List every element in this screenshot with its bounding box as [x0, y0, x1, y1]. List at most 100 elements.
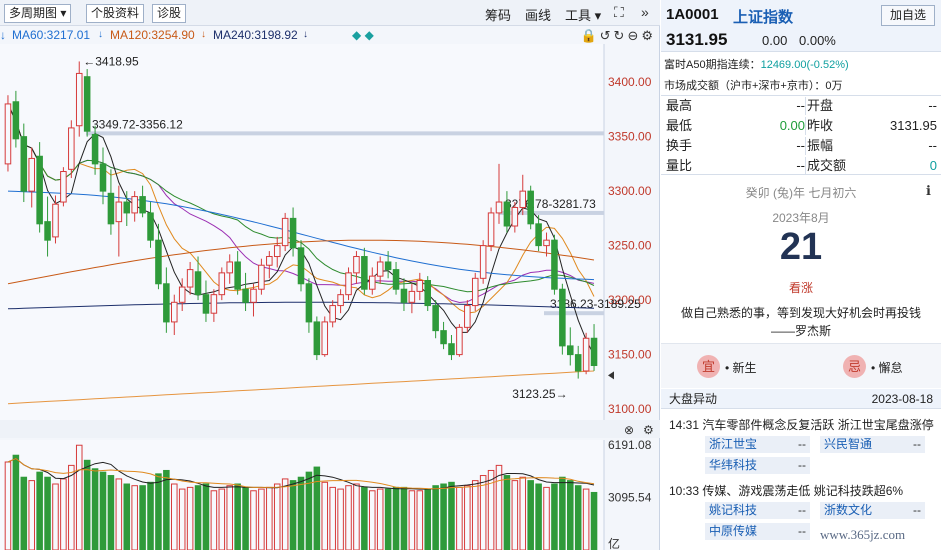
redo-icon[interactable]: ↻: [613, 28, 628, 43]
double-chevron-right-icon[interactable]: »: [641, 4, 649, 20]
candle-body: [337, 294, 344, 307]
volume-bar: [392, 486, 400, 550]
candle-body: [424, 279, 431, 307]
volume-bar: [567, 480, 574, 550]
volume-bar: [543, 486, 550, 550]
lock-icon[interactable]: 🔒: [580, 28, 600, 43]
volume-bar: [36, 471, 43, 550]
candle-body: [416, 279, 424, 292]
volume-chart[interactable]: ⊗ ⚙6191.08 3095.54 亿: [0, 420, 660, 550]
stock-chip[interactable]: 姚记科技 --: [705, 502, 810, 519]
volume-bar: [345, 485, 352, 550]
undo-icon[interactable]: ↺: [599, 28, 614, 43]
volume-bar: [479, 475, 487, 550]
volume-bar: [305, 471, 313, 550]
stock-chip-value: --: [913, 503, 921, 517]
volume-bar: [337, 488, 344, 550]
candle-body: [4, 103, 12, 165]
stock-chip[interactable]: 中原传媒 --: [705, 523, 810, 540]
watermark: www.365jz.com: [820, 527, 906, 542]
ma60-line: [7, 190, 595, 281]
period-dropdown[interactable]: 多周期图 ▾: [4, 4, 72, 23]
volume-bar: [376, 488, 384, 550]
stock-code: 1A0001: [666, 6, 719, 23]
event-item[interactable]: 14:31 汽车零部件概念反复活跃 浙江世宝尾盘涨停: [669, 416, 934, 433]
add-watchlist-button[interactable]: 加自选: [881, 5, 935, 26]
info-icon[interactable]: ℹ: [926, 183, 931, 198]
volume-bar: [171, 483, 178, 550]
market-events-header: 大盘异动 2023-08-18: [661, 389, 941, 409]
price-change-pct: 0.00%: [799, 33, 836, 48]
volume-bar: [527, 480, 534, 550]
volume-bar: [313, 466, 321, 550]
candle-body: [107, 192, 115, 225]
volume-header: [0, 420, 660, 438]
a50-label: 富时A50期指连续：: [664, 59, 761, 71]
draw-line-button[interactable]: 画线: [525, 8, 552, 23]
volume-bar: [115, 478, 123, 550]
candle-body: [559, 288, 566, 347]
chart-control-icons[interactable]: 🔒↺↻⊖⚙: [580, 27, 656, 45]
volume-bar: [139, 485, 146, 550]
price-tick-label: 3400.00: [608, 75, 652, 89]
candle-body: [226, 261, 233, 274]
ma60-label: MA60:3217.01: [12, 28, 91, 42]
stats-row: 量比 -- 成交额 0: [661, 156, 941, 176]
diamond-marker-icon[interactable]: ◆ ◆: [352, 28, 374, 42]
candle-body: [440, 330, 447, 345]
volume-tick-label: 3095.54: [608, 491, 652, 505]
stock-chip[interactable]: 浙数文化 --: [820, 502, 925, 519]
ma-arrow-icon: ↓: [201, 29, 206, 40]
volume-bar: [464, 485, 471, 550]
event-item[interactable]: 10:33 传媒、游戏震荡走低 姚记科技跌超6%: [669, 482, 903, 499]
expand-icon[interactable]: ⛶: [614, 4, 624, 20]
volume-bar: [574, 485, 582, 550]
price-change: 0.00: [762, 33, 788, 48]
volume-bar: [281, 478, 289, 550]
volume-bar: [91, 468, 99, 550]
stock-chip[interactable]: 浙江世宝 --: [705, 436, 810, 453]
volume-bar: [266, 486, 273, 550]
last-price: 3131.95: [666, 30, 728, 49]
zoom-out-icon[interactable]: ⊖: [627, 28, 642, 43]
candle-body: [139, 196, 146, 214]
divider: [805, 157, 806, 175]
candle-body: [210, 294, 218, 314]
candle-body: [297, 247, 305, 285]
volume-bar: [495, 464, 503, 550]
resistance-band: [499, 210, 604, 215]
stat-label: 最低: [666, 118, 693, 133]
volume-bar: [297, 476, 305, 550]
kline-chart-panel[interactable]: 多周期图 ▾ 个股资料 诊股 筹码 画线 工具 ▾ ⛶ » ↓ MA60:321…: [0, 0, 660, 550]
price-chart[interactable]: 3400.00 3350.00 3300.00 3250.00 3200.00 3150.…: [0, 44, 660, 420]
volume-bar: [551, 483, 558, 550]
candle-body: [432, 305, 439, 332]
volume-bar: [353, 483, 360, 550]
stat-value: 3131.95: [890, 118, 937, 133]
stock-chip-value: --: [913, 437, 921, 451]
volume-bar: [440, 483, 447, 550]
market-turnover-line: 市场成交额（沪市+深市+京市）：0万: [664, 77, 842, 93]
volume-bar: [400, 486, 408, 550]
ma240-label: MA240:3198.92: [213, 28, 298, 42]
stock-info-button[interactable]: 个股资料: [86, 4, 145, 23]
volume-bar: [44, 476, 51, 550]
stock-name[interactable]: 上证指数: [733, 9, 794, 26]
tools-dropdown[interactable]: 工具 ▾: [565, 5, 601, 24]
resistance-band: [544, 311, 604, 316]
chip-button[interactable]: 筹码: [485, 8, 512, 23]
stock-chip[interactable]: 华纬科技 --: [705, 457, 810, 474]
volume-bar: [503, 475, 511, 550]
a50-value: 12469.00(-0.52%): [760, 59, 849, 71]
quote-stats-table: 最高 -- 开盘 -- 最低 0.00 昨收 3131.95 换手 -- 振幅 …: [661, 95, 941, 175]
candle-body: [400, 288, 408, 303]
stock-chip[interactable]: 兴民智通 --: [820, 436, 925, 453]
gear-icon[interactable]: ⚙: [641, 28, 656, 43]
volume-bar: [218, 488, 226, 550]
price-tick-label: 3250.00: [608, 239, 652, 253]
diagnose-button[interactable]: 诊股: [152, 4, 187, 23]
candle-body: [456, 326, 463, 356]
candle-body: [590, 337, 598, 367]
candle-body: [574, 354, 582, 372]
volume-bar: [83, 459, 91, 550]
